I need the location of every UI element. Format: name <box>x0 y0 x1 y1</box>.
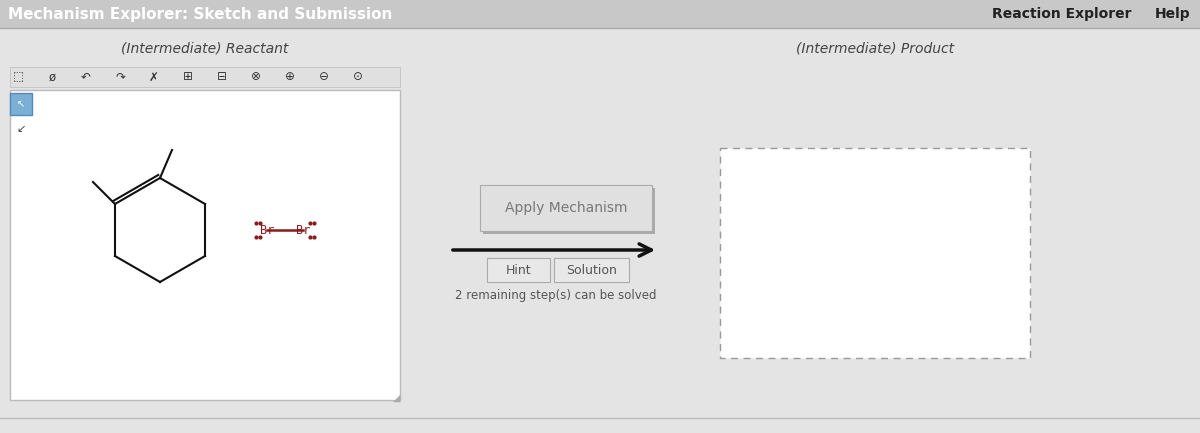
Text: Solution: Solution <box>566 264 617 277</box>
Text: (Intermediate) Product: (Intermediate) Product <box>796 41 954 55</box>
FancyBboxPatch shape <box>720 148 1030 358</box>
Text: Reaction Explorer: Reaction Explorer <box>992 7 1132 21</box>
Text: Apply Mechanism: Apply Mechanism <box>505 201 628 215</box>
FancyBboxPatch shape <box>554 258 629 282</box>
Text: Hint: Hint <box>505 264 532 277</box>
Text: ⊕: ⊕ <box>286 71 295 84</box>
FancyBboxPatch shape <box>10 90 400 400</box>
FancyBboxPatch shape <box>480 185 652 231</box>
FancyBboxPatch shape <box>482 188 655 234</box>
Text: ⊙: ⊙ <box>353 71 362 84</box>
Text: 2 remaining step(s) can be solved: 2 remaining step(s) can be solved <box>455 288 656 301</box>
Text: ⊟: ⊟ <box>217 71 227 84</box>
Text: ⬚: ⬚ <box>12 71 24 84</box>
FancyBboxPatch shape <box>0 0 1200 28</box>
Text: ↖: ↖ <box>17 99 25 109</box>
Text: Mechanism Explorer: Sketch and Submission: Mechanism Explorer: Sketch and Submissio… <box>8 6 392 22</box>
Text: ↙: ↙ <box>17 124 25 134</box>
FancyBboxPatch shape <box>10 67 400 87</box>
Text: Help: Help <box>1154 7 1190 21</box>
Text: Br: Br <box>260 223 274 236</box>
Text: Br: Br <box>296 223 310 236</box>
Text: ⊖: ⊖ <box>319 71 329 84</box>
Text: ⊞: ⊞ <box>184 71 193 84</box>
Text: ↶: ↶ <box>82 71 91 84</box>
Text: (Intermediate) Reactant: (Intermediate) Reactant <box>121 41 289 55</box>
Text: ø: ø <box>48 71 55 84</box>
Text: ✗: ✗ <box>149 71 158 84</box>
Text: ⊗: ⊗ <box>251 71 260 84</box>
FancyBboxPatch shape <box>10 93 32 115</box>
Text: ◢: ◢ <box>392 393 400 403</box>
FancyBboxPatch shape <box>487 258 550 282</box>
FancyBboxPatch shape <box>0 28 1200 433</box>
Text: ↷: ↷ <box>115 71 125 84</box>
